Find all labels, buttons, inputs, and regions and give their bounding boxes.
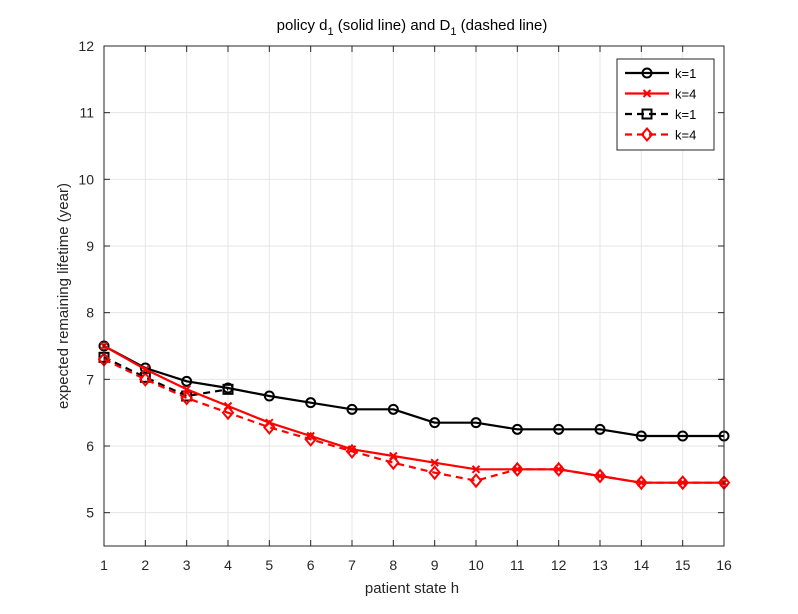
y-tick-label: 12 bbox=[78, 38, 94, 54]
x-tick-label: 8 bbox=[389, 557, 397, 573]
series-4-marker bbox=[139, 371, 152, 387]
series-2-marker bbox=[182, 385, 191, 394]
series-4 bbox=[97, 351, 731, 491]
series-1-marker bbox=[263, 390, 275, 402]
legend: k=1 k=4 k=1 k=4 bbox=[616, 58, 715, 151]
series-2-marker bbox=[637, 478, 646, 487]
chart-title: policy d1 (solid line) and D1 (dashed li… bbox=[277, 17, 548, 38]
series-1 bbox=[98, 340, 730, 442]
series-3-line bbox=[103, 356, 229, 398]
series-1-marker bbox=[511, 423, 523, 435]
legend-label-2: k=4 bbox=[675, 87, 696, 102]
series-1-marker bbox=[429, 417, 441, 429]
x-tick-label: 7 bbox=[348, 557, 356, 573]
legend-marker-1 bbox=[641, 67, 653, 79]
legend-marker-2 bbox=[642, 89, 652, 98]
x-tick-label: 5 bbox=[265, 557, 273, 573]
series-2-line bbox=[103, 345, 724, 484]
series-1-marker bbox=[387, 403, 399, 415]
legend-label-3: k=1 bbox=[675, 107, 696, 122]
y-tick-label: 5 bbox=[86, 505, 94, 521]
series-4-marker bbox=[180, 390, 193, 406]
series-2-marker bbox=[430, 458, 439, 467]
title-subscript-2: 1 bbox=[450, 26, 456, 38]
legend-marker-4 bbox=[640, 126, 654, 143]
plot-frame bbox=[103, 45, 725, 547]
y-tick-label: 7 bbox=[86, 371, 94, 387]
y-axis-label: expected remaining lifetime (year) bbox=[55, 183, 72, 409]
series-4-marker bbox=[428, 465, 441, 481]
series-2-marker bbox=[265, 418, 274, 427]
x-tick-label: 11 bbox=[510, 557, 525, 573]
x-axis-label: patient state h bbox=[365, 580, 459, 597]
series-2-marker bbox=[513, 465, 522, 474]
series-2-marker bbox=[554, 465, 563, 474]
series-4-marker bbox=[221, 405, 235, 421]
series-1-marker bbox=[594, 423, 606, 435]
series-layer bbox=[97, 340, 731, 491]
series-1-marker bbox=[677, 430, 689, 442]
series-2-marker bbox=[306, 431, 315, 441]
x-tick-label: 13 bbox=[592, 557, 608, 573]
x-tick-label: 6 bbox=[307, 557, 315, 573]
series-4-marker bbox=[469, 473, 483, 489]
y-tick-label: 10 bbox=[78, 171, 94, 187]
y-tick-label: 8 bbox=[86, 305, 94, 321]
x-tick-label: 3 bbox=[183, 557, 191, 573]
x-tick-label: 9 bbox=[431, 557, 439, 573]
series-1-marker bbox=[635, 430, 647, 442]
x-tick-label: 4 bbox=[224, 557, 232, 573]
x-tick-label: 15 bbox=[675, 557, 691, 573]
x-tick-label: 1 bbox=[100, 557, 108, 573]
series-1-marker bbox=[181, 375, 193, 387]
series-2-marker bbox=[141, 365, 150, 374]
series-1-marker bbox=[346, 403, 358, 415]
legend-marker-3 bbox=[641, 108, 653, 120]
series-1-marker bbox=[553, 423, 565, 435]
title-subscript-1: 1 bbox=[328, 26, 334, 38]
legend-label-4: k=4 bbox=[675, 128, 696, 143]
legend-label-1: k=1 bbox=[675, 66, 696, 81]
x-tick-label: 14 bbox=[634, 557, 650, 573]
x-tick-label: 16 bbox=[716, 557, 732, 573]
series-2-marker bbox=[347, 445, 357, 454]
series-1-marker bbox=[305, 397, 317, 409]
series-2-marker bbox=[471, 465, 481, 474]
series-2-marker bbox=[389, 451, 398, 461]
series-4-marker bbox=[387, 455, 400, 471]
y-tick-label: 6 bbox=[86, 438, 94, 454]
series-4-line bbox=[103, 358, 724, 484]
series-1-marker bbox=[470, 417, 482, 429]
y-tick-label: 9 bbox=[86, 238, 94, 254]
x-tick-label: 12 bbox=[551, 557, 567, 573]
series-1-line bbox=[103, 345, 724, 438]
y-tick-label: 11 bbox=[79, 105, 94, 121]
series-2-marker bbox=[223, 401, 233, 411]
x-tick-label: 2 bbox=[141, 557, 149, 573]
series-1-marker bbox=[222, 382, 234, 394]
series-2-marker bbox=[595, 471, 605, 481]
x-tick-label: 10 bbox=[468, 557, 484, 573]
series-2-marker bbox=[678, 478, 687, 487]
